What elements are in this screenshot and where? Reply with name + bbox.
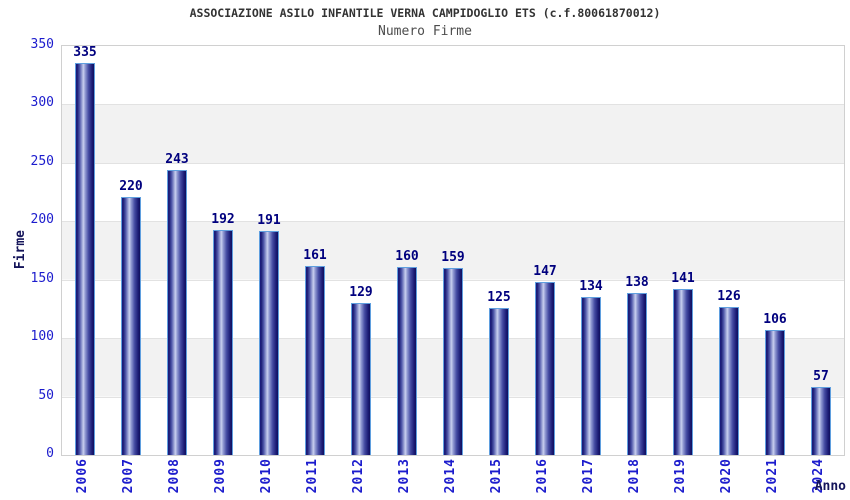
bar-value-label: 129 — [349, 285, 373, 301]
x-tick-label: 2007 — [121, 458, 136, 494]
y-tick-label: 200 — [30, 212, 54, 228]
plot-area: 335 220 243 192 191 161 129 160 159 125 147 134 138 1… — [61, 45, 845, 456]
x-tick-label: 2012 — [351, 458, 366, 494]
bar-value-label: 57 — [813, 369, 829, 385]
y-tick-label: 250 — [30, 153, 54, 169]
x-tick-label: 2018 — [627, 458, 642, 494]
x-tick-label: 2006 — [75, 458, 90, 494]
bar-2014 — [443, 268, 463, 455]
bar-2012 — [351, 303, 371, 455]
x-tick-label: 2008 — [167, 458, 182, 494]
bar-2017 — [581, 297, 601, 455]
gridline — [62, 104, 844, 106]
bar-2016 — [535, 282, 555, 455]
bar-value-label: 106 — [763, 312, 787, 328]
x-tick-label: 2009 — [213, 458, 228, 494]
bar-value-label: 161 — [303, 247, 327, 263]
x-tick-label: 2014 — [443, 458, 458, 494]
bar-2018 — [627, 292, 647, 455]
bar-value-label: 134 — [579, 279, 603, 295]
x-axis-title: Anno — [814, 479, 846, 494]
x-tick-label: 2010 — [259, 458, 274, 494]
bar-value-label: 138 — [625, 274, 649, 290]
y-tick-label: 100 — [30, 329, 54, 345]
x-tick-label: 2020 — [719, 458, 734, 494]
y-tick-label: 0 — [46, 446, 54, 461]
chart-title: ASSOCIAZIONE ASILO INFANTILE VERNA CAMPI… — [189, 6, 661, 20]
bar-value-label: 243 — [165, 152, 189, 168]
bar-value-label: 159 — [441, 250, 465, 266]
x-tick-label: 2021 — [765, 458, 780, 494]
bar-2020 — [719, 306, 739, 455]
gridline — [62, 162, 844, 164]
bar-value-label: 160 — [395, 249, 419, 265]
y-tick-label: 350 — [30, 37, 54, 52]
x-tick-label: 2017 — [581, 458, 596, 494]
bar-2006 — [75, 62, 95, 455]
bar-2019 — [673, 289, 693, 455]
bar-2007 — [121, 196, 141, 455]
gridline — [62, 221, 844, 223]
chart-subtitle: Numero Firme — [378, 24, 472, 39]
bar-value-label: 147 — [533, 264, 557, 280]
x-tick-label: 2015 — [489, 458, 504, 494]
bar-2024 — [811, 387, 831, 455]
y-axis-title: Firme — [13, 230, 28, 270]
bar-value-label: 141 — [671, 271, 695, 287]
bar-value-label: 335 — [73, 44, 97, 60]
bar-value-label: 192 — [211, 211, 235, 227]
bar-value-label: 126 — [717, 288, 741, 304]
bar-value-label: 125 — [487, 289, 511, 305]
x-tick-label: 2011 — [305, 458, 320, 494]
bar-value-label: 220 — [119, 178, 143, 194]
x-tick-label: 2019 — [673, 458, 688, 494]
y-tick-label: 150 — [30, 270, 54, 286]
x-tick-label: 2016 — [535, 458, 550, 494]
bar-2009 — [213, 229, 233, 455]
bar-2008 — [167, 170, 187, 455]
y-tick-label: 50 — [38, 387, 54, 403]
bar-2010 — [259, 230, 279, 455]
bar-2021 — [765, 330, 785, 455]
bar-2015 — [489, 307, 509, 455]
bar-2011 — [305, 265, 325, 455]
bar-value-label: 191 — [257, 212, 281, 228]
y-tick-label: 300 — [30, 95, 54, 111]
x-tick-label: 2013 — [397, 458, 412, 494]
bar-2013 — [397, 267, 417, 455]
